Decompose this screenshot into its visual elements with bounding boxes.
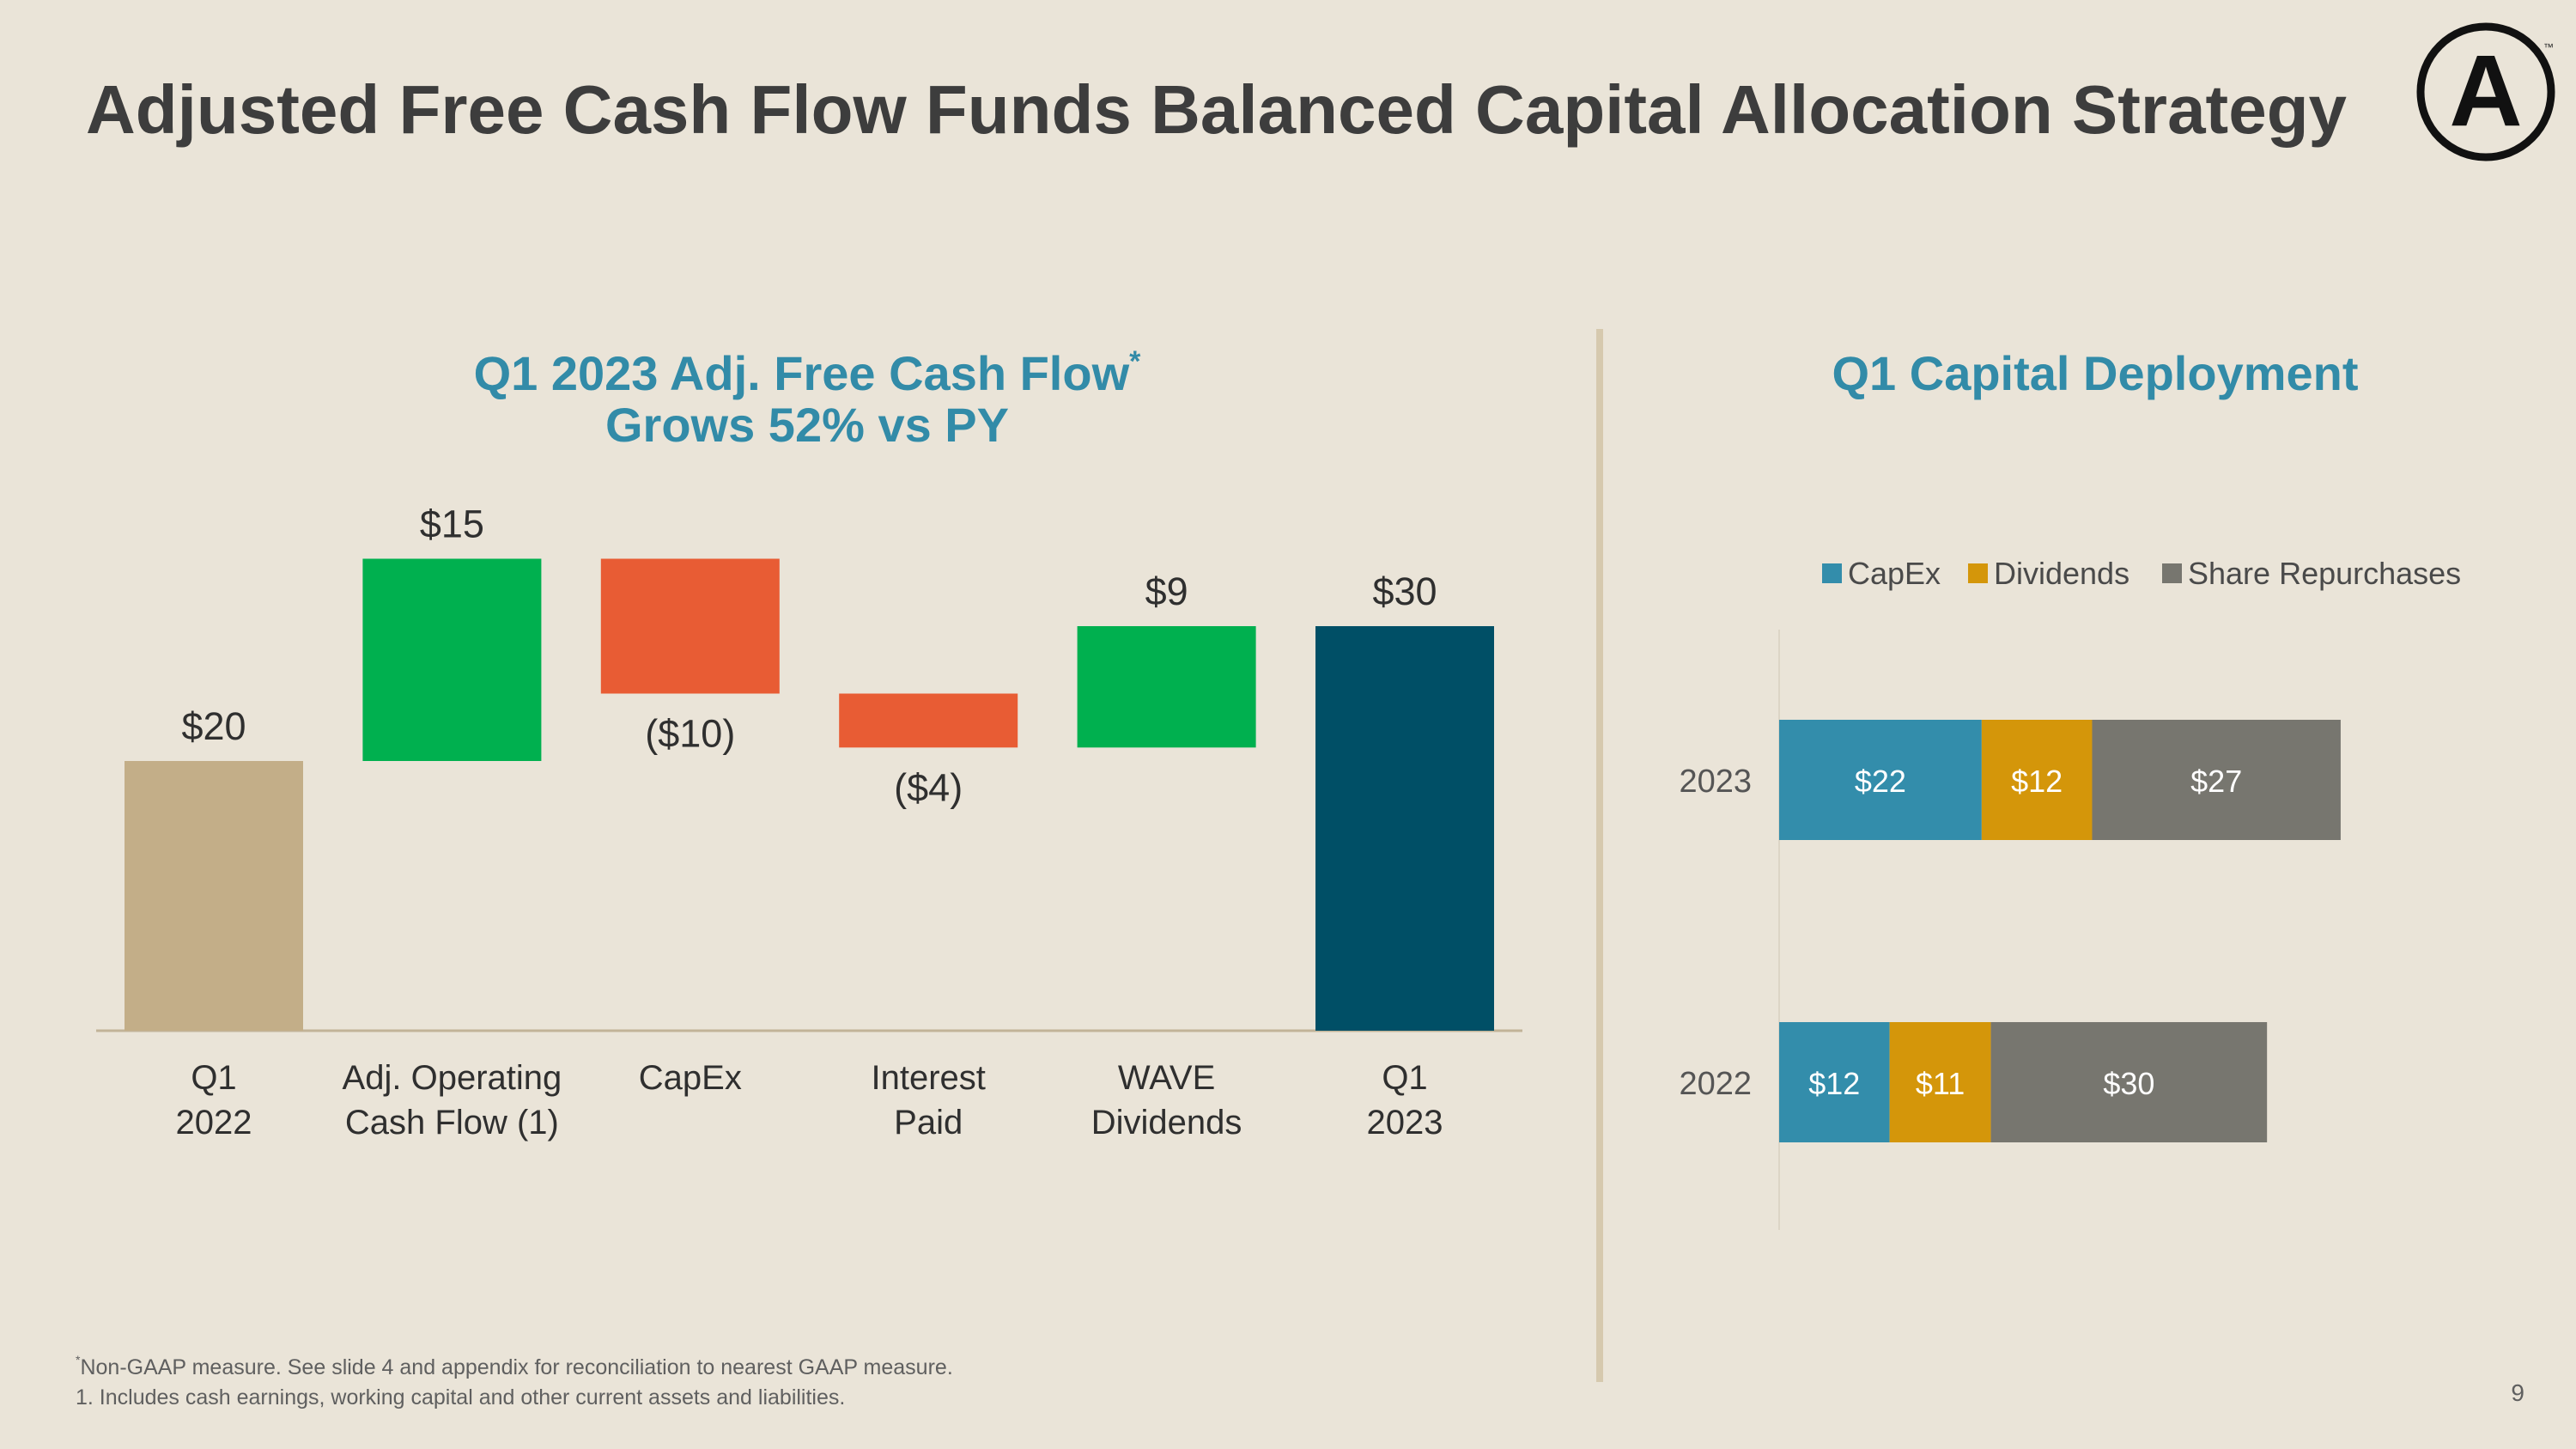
waterfall-category-label-adj-operating-cash-flow-1: Adj. Operating	[343, 1059, 562, 1097]
waterfall-category-label-interest-paid: Interest	[871, 1059, 985, 1097]
capital-deployment-chart: CapEx Dividends Share Repurchases 2023 $22 $1…	[1679, 556, 2461, 1230]
waterfall-chart-title: Q1 2023 Adj. Free Cash Flow* Grows 52% v…	[326, 345, 1288, 452]
capital-deployment-data-label-2022-dividends: $11	[1916, 1066, 1965, 1101]
panel-divider	[1596, 329, 1603, 1382]
footnote-operating-cash-flow: 1. Includes cash earnings, working capit…	[76, 1385, 846, 1409]
footnote-marker: *	[76, 1353, 81, 1367]
legend-label-share-repurchases: Share Repurchases	[2188, 556, 2461, 591]
waterfall-data-label-wave-dividends: $9	[1145, 569, 1188, 613]
legend-swatch-capex	[1822, 563, 1842, 583]
waterfall-title-line1: Q1 2023 Adj. Free Cash Flow	[473, 346, 1130, 400]
waterfall-bar-q1-2022	[125, 761, 303, 1031]
capital-deployment-data-label-2023-share-repurchases: $27	[2190, 764, 2242, 799]
footnote-non-gaap-text: Non-GAAP measure. See slide 4 and append…	[80, 1355, 953, 1379]
waterfall-title-marker: *	[1129, 345, 1141, 378]
waterfall-category-label-wave-dividends: Dividends	[1091, 1104, 1242, 1142]
capital-deployment-bar-2023-dividends	[1981, 720, 2093, 840]
waterfall-data-label-q1-2023: $30	[1372, 569, 1437, 613]
waterfall-data-label-q1-2022: $20	[181, 704, 246, 748]
capital-deployment-data-label-2023-dividends: $12	[2011, 764, 2063, 799]
legend-swatch-share-repurchases	[2162, 563, 2182, 583]
capital-deployment-bar-2022-share-repurchases	[1990, 1022, 2268, 1142]
waterfall-bar-wave-dividends	[1077, 626, 1256, 748]
waterfall-title-line2: Grows 52% vs PY	[605, 398, 1009, 452]
legend-swatch-dividends	[1968, 563, 1988, 583]
waterfall-category-label-wave-dividends: WAVE	[1118, 1059, 1215, 1097]
capital-deployment-title: Q1 Capital Deployment	[1832, 346, 2359, 400]
footnote-non-gaap: *Non-GAAP measure. See slide 4 and appen…	[76, 1353, 953, 1380]
capital-deployment-category-2023: 2023	[1679, 764, 1752, 800]
waterfall-category-label-q1-2023: 2023	[1367, 1104, 1443, 1142]
waterfall-category-label-q1-2022: 2022	[176, 1104, 252, 1142]
logo-letter: A	[2449, 34, 2522, 148]
waterfall-category-label-q1-2022: Q1	[191, 1059, 236, 1097]
waterfall-data-label-adj-operating-cash-flow-1: $15	[420, 502, 484, 546]
waterfall-data-label-capex: ($10)	[645, 712, 735, 756]
capital-deployment-data-label-2022-share-repurchases: $30	[2103, 1066, 2154, 1101]
capital-deployment-bar-2023-capex	[1779, 720, 1982, 840]
page-number: 9	[2511, 1379, 2524, 1406]
logo-trademark: ™	[2543, 41, 2554, 53]
logo-ring	[2416, 22, 2555, 161]
capital-deployment-bar-2022-dividends	[1889, 1022, 1991, 1142]
capital-deployment-bar-2022-capex	[1779, 1022, 1890, 1142]
waterfall-data-label-interest-paid: ($4)	[894, 765, 963, 809]
waterfall-category-label-capex: CapEx	[639, 1059, 742, 1097]
waterfall-bar-adj-operating-cash-flow-1	[362, 558, 542, 761]
legend-label-capex: CapEx	[1848, 556, 1941, 591]
page-title: Adjusted Free Cash Flow Funds Balanced C…	[86, 71, 2348, 148]
waterfall-chart: $20 Q1 2022 $15 Adj. Operating Cash Flow (1) (…	[96, 502, 1522, 1142]
waterfall-category-label-interest-paid: Paid	[894, 1104, 963, 1142]
capital-deployment-data-label-2023-capex: $22	[1855, 764, 1906, 799]
capital-deployment-data-label-2022-capex: $12	[1808, 1066, 1860, 1101]
armstrong-a-logo-icon: A	[2416, 22, 2555, 161]
waterfall-bar-q1-2023	[1315, 626, 1494, 1031]
waterfall-category-label-q1-2023: Q1	[1382, 1059, 1427, 1097]
legend-label-dividends: Dividends	[1994, 556, 2129, 591]
waterfall-bar-interest-paid	[839, 693, 1018, 748]
waterfall-bar-capex	[600, 558, 780, 694]
waterfall-category-label-adj-operating-cash-flow-1: Cash Flow (1)	[345, 1104, 559, 1142]
capital-deployment-category-2022: 2022	[1679, 1066, 1752, 1102]
capital-deployment-bar-2023-share-repurchases	[2092, 720, 2341, 840]
